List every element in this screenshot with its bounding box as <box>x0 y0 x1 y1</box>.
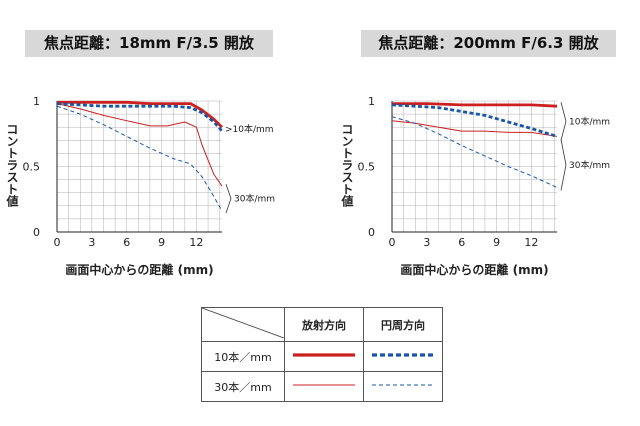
y-tick-label: 0 <box>368 226 375 239</box>
x-tick-label: 12 <box>524 236 538 249</box>
annotation-10lp: >10本/mm <box>225 123 274 135</box>
x-tick-label: 6 <box>123 236 130 249</box>
x-tick-label: 0 <box>54 236 61 249</box>
x-tick-label: 6 <box>458 236 465 249</box>
annotation-30lp: 30本/mm <box>234 193 275 205</box>
series-line-10lp-radial <box>392 102 558 108</box>
chart-title-left: 焦点距離：18mm F/3.5 開放 <box>25 30 273 57</box>
series-line-30lp-radial <box>56 103 223 187</box>
series-line-30lp-circumferential <box>56 105 223 212</box>
series-line-10lp-radial <box>57 100 223 129</box>
mtf-chart-18mm: 0 3 6 9 12 0 0.5 1 画面中心からの距離 (mm) コントラスト値 >10本/mm 3… <box>5 95 275 277</box>
x-axis-label: 画面中心からの距離 (mm) <box>400 262 548 277</box>
legend-header-circumferential: 円周方向 <box>363 307 443 342</box>
x-tick-label: 3 <box>423 236 430 249</box>
x-tick-label: 9 <box>158 236 165 249</box>
legend-row-10lp: 10本／mm <box>201 341 285 372</box>
y-axis-label: コントラスト値 <box>340 123 354 208</box>
legend-swatch-30-circumferential <box>363 371 443 402</box>
y-axis-label: コントラスト値 <box>5 123 19 208</box>
legend-swatch-30-radial <box>284 371 364 402</box>
series-line-10lp-circumferential <box>56 102 224 133</box>
legend-table: 放射方向 円周方向 10本／mm 30本／mm <box>201 307 443 402</box>
y-tick-label: 0.5 <box>358 161 376 174</box>
y-tick-label: 0.5 <box>23 161 41 174</box>
x-axis-label: 画面中心からの距離 (mm) <box>65 262 213 277</box>
series-line-30lp-radial <box>391 120 558 137</box>
y-tick-label: 1 <box>368 95 375 108</box>
grid <box>391 100 557 232</box>
legend-header-radial: 放射方向 <box>284 307 364 342</box>
annotation-10lp: 10本/mm <box>569 115 610 127</box>
mtf-chart-200mm: 0 3 6 9 12 0 0.5 1 画面中心からの距離 (mm) コントラスト値 10本/mm 30… <box>340 95 610 277</box>
chart-title-right: 焦点距離：200mm F/6.3 開放 <box>361 30 616 57</box>
annotation-brace-30lp <box>225 184 232 214</box>
legend-swatch-10-radial <box>284 341 364 372</box>
annotation-brace-30lp <box>560 139 567 191</box>
y-tick-label: 1 <box>33 95 40 108</box>
series-line-30lp-circumferential <box>391 116 558 188</box>
legend-corner-diagonal <box>201 307 285 339</box>
annotation-brace-10lp <box>560 102 567 141</box>
series-line-10lp-circumferential <box>391 103 558 138</box>
legend-row-30lp: 30本／mm <box>201 371 285 402</box>
legend-corner <box>201 307 285 342</box>
legend-swatch-10-circumferential <box>363 341 443 372</box>
x-tick-label: 9 <box>493 236 500 249</box>
x-tick-label: 0 <box>389 236 396 249</box>
x-tick-label: 3 <box>88 236 95 249</box>
x-tick-label: 12 <box>189 236 203 249</box>
y-tick-label: 0 <box>33 226 40 239</box>
annotation-30lp: 30本/mm <box>569 159 610 171</box>
grid <box>56 100 222 232</box>
